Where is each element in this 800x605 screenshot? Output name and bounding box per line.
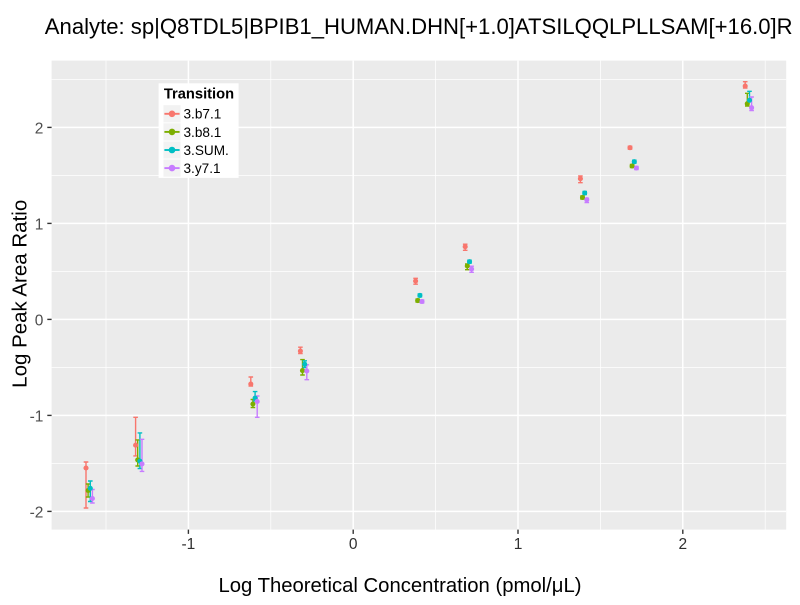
svg-text:0: 0 [35, 313, 44, 330]
svg-text:-2: -2 [30, 505, 44, 522]
svg-text:Log Peak Area Ratio: Log Peak Area Ratio [8, 200, 31, 388]
svg-text:Transition: Transition [164, 87, 234, 103]
svg-text:1: 1 [35, 217, 44, 234]
svg-text:3.b7.1: 3.b7.1 [184, 107, 222, 122]
svg-text:2: 2 [35, 121, 44, 138]
svg-text:3.SUM.: 3.SUM. [184, 143, 229, 158]
svg-text:Log Theoretical Concentration: Log Theoretical Concentration (pmol/μL) [218, 575, 581, 597]
svg-text:Analyte: sp|Q8TDL5|BPIB1_HUMAN: Analyte: sp|Q8TDL5|BPIB1_HUMAN.DHN[+1.0]… [45, 14, 793, 39]
svg-text:-1: -1 [182, 536, 196, 553]
svg-text:3.y7.1: 3.y7.1 [184, 161, 221, 176]
svg-text:3.b8.1: 3.b8.1 [184, 125, 222, 140]
svg-text:-1: -1 [30, 409, 44, 426]
svg-text:0: 0 [349, 536, 358, 553]
svg-text:1: 1 [514, 536, 523, 553]
svg-text:2: 2 [678, 536, 687, 553]
